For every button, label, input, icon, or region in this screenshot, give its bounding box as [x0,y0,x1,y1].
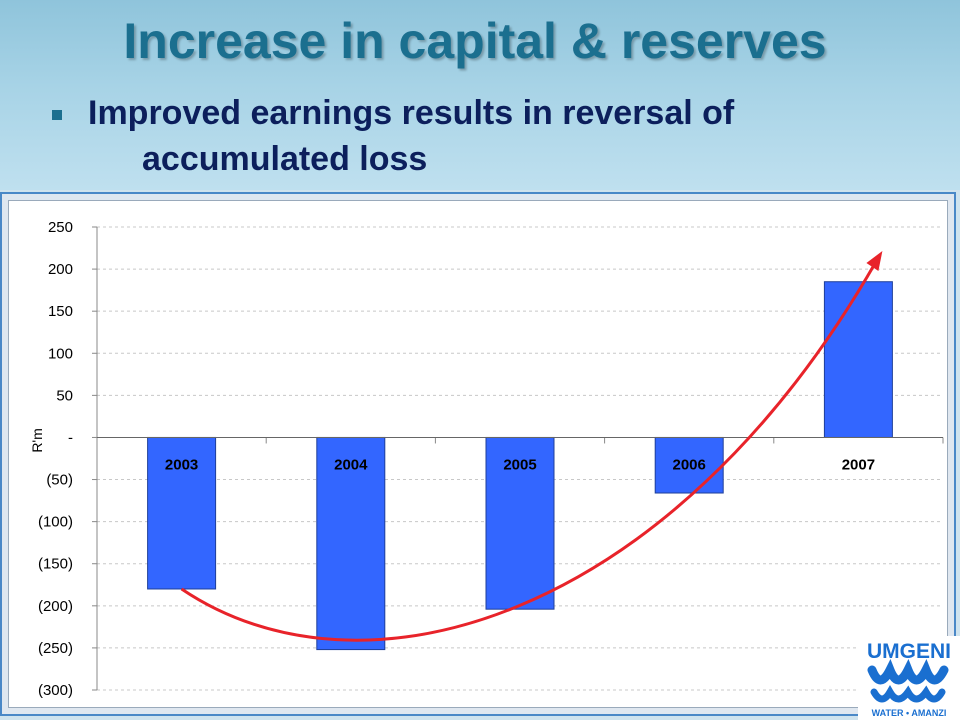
logo-waves-lower-icon [870,684,946,703]
category-label: 2007 [842,456,875,473]
umgeni-logo-graphic: UMGENI WATER • AMANZI [867,640,951,718]
y-axis-label: R'm [29,428,45,452]
bar [316,436,386,651]
y-tick-label: (300) [38,682,73,699]
logo-waves-icon [867,659,949,685]
bar [147,436,217,590]
trend-arrow-head-icon [866,251,883,271]
category-label: 2005 [503,456,536,473]
y-tick-label: (50) [46,472,73,489]
category-label: 2006 [673,456,706,473]
y-tick-label: - [68,429,73,446]
logo-name-text: UMGENI [867,640,951,663]
y-tick-label: (250) [38,640,73,657]
bullet-text: Improved earnings results in reversal of… [88,90,908,182]
y-tick-label: 150 [48,303,73,320]
slide-header: Increase in capital & reserves Improved … [0,0,960,190]
bar [485,436,555,610]
logo-tagline-text: WATER • AMANZI [872,708,947,718]
bullet-text-line-2: accumulated loss [142,140,428,178]
bar [823,281,893,438]
bullet-square-icon [52,110,62,120]
y-tick-label: (150) [38,556,73,573]
chart-frame: 250 200 150 100 50 - (50) (100) (150) (200) (250) (… [0,192,956,716]
bullet-text-line-1: Improved earnings results in reversal of [88,94,735,132]
y-tick-label: 100 [48,345,73,362]
umgeni-logo: UMGENI WATER • AMANZI [858,636,960,720]
y-tick-label: 200 [48,261,73,278]
y-tick-label: (200) [38,598,73,615]
bar-chart: 250 200 150 100 50 - (50) (100) (150) (200) (250) (… [29,219,944,699]
chart-area: 250 200 150 100 50 - (50) (100) (150) (200) (250) (… [8,200,948,708]
trend-arrow-line [180,260,878,642]
y-tick-label: 50 [56,387,73,404]
category-label: 2003 [165,456,198,473]
category-label: 2004 [334,456,368,473]
y-tick-label: 250 [48,219,73,236]
y-tick-label: (100) [38,514,73,531]
slide-title: Increase in capital & reserves [123,13,827,69]
